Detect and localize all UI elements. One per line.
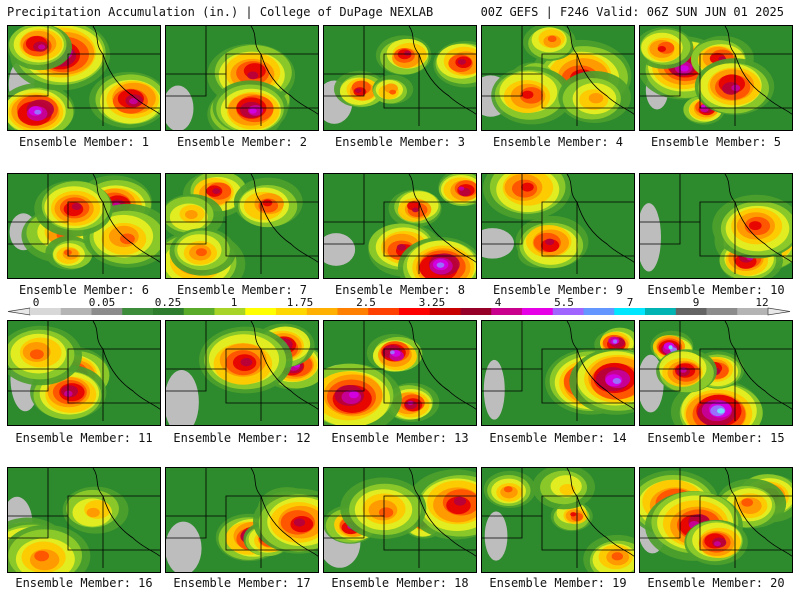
ensemble-member-label: Ensemble Member: 9 xyxy=(492,283,624,297)
colorbar-tick-label: 9 xyxy=(693,296,700,309)
ensemble-member-map xyxy=(481,467,635,573)
ensemble-member-label: Ensemble Member: 17 xyxy=(173,576,311,590)
colorbar-tick-label: 0 xyxy=(33,296,40,309)
colorbar-min-arrow xyxy=(7,307,31,316)
colorbar-tick-label: 0.05 xyxy=(89,296,116,309)
colorbar-tick-label: 1.75 xyxy=(287,296,314,309)
colorbar-segment xyxy=(153,308,185,315)
ensemble-member-label: Ensemble Member: 18 xyxy=(331,576,469,590)
ensemble-member-map xyxy=(639,25,793,131)
colorbar-tick-label: 12 xyxy=(755,296,768,309)
ensemble-member-map xyxy=(639,173,793,279)
ensemble-member-map xyxy=(7,320,161,426)
map-title: Precipitation Accumulation (in.) | Colle… xyxy=(7,5,434,19)
colorbar-segment xyxy=(245,308,277,315)
ensemble-member-label: Ensemble Member: 8 xyxy=(334,283,466,297)
model-run-info: 00Z GEFS | F246 Valid: 06Z SUN JUN 01 20… xyxy=(480,5,784,19)
ensemble-member-label: Ensemble Member: 4 xyxy=(492,135,624,149)
ensemble-member-map xyxy=(481,25,635,131)
ensemble-member-map xyxy=(165,467,319,573)
colorbar-tick-label: 7 xyxy=(627,296,634,309)
ensemble-member-map xyxy=(481,173,635,279)
colorbar-segment xyxy=(583,308,615,315)
colorbar-tick-label: 3.25 xyxy=(419,296,446,309)
ensemble-member-map xyxy=(639,320,793,426)
ensemble-member-label: Ensemble Member: 15 xyxy=(647,431,785,445)
colorbar-segment xyxy=(522,308,554,315)
ensemble-member-map xyxy=(165,173,319,279)
colorbar-tick-label: 4 xyxy=(495,296,502,309)
ensemble-member-label: Ensemble Member: 11 xyxy=(15,431,153,445)
colorbar-segment xyxy=(122,308,154,315)
colorbar-segment xyxy=(706,308,738,315)
ensemble-member-map xyxy=(7,25,161,131)
colorbar-tick-label: 1 xyxy=(231,296,238,309)
ensemble-member-map xyxy=(481,320,635,426)
colorbar-segment xyxy=(368,308,400,315)
colorbar-segment xyxy=(460,308,492,315)
colorbar-segment xyxy=(337,308,369,315)
colorbar-segment xyxy=(399,308,431,315)
ensemble-member-map xyxy=(323,320,477,426)
colorbar-segment xyxy=(276,308,308,315)
ensemble-member-label: Ensemble Member: 19 xyxy=(489,576,627,590)
colorbar-segment xyxy=(645,308,677,315)
ensemble-member-map xyxy=(323,25,477,131)
ensemble-member-map xyxy=(639,467,793,573)
ensemble-member-label: Ensemble Member: 1 xyxy=(18,135,150,149)
ensemble-member-label: Ensemble Member: 20 xyxy=(647,576,785,590)
ensemble-member-label: Ensemble Member: 3 xyxy=(334,135,466,149)
ensemble-member-map xyxy=(165,25,319,131)
colorbar-segment xyxy=(737,308,769,315)
ensemble-member-label: Ensemble Member: 14 xyxy=(489,431,627,445)
precip-colorbar: 0 0.05 0.25 1 1.75 2.5 3.25 4 5.5 7 9 12 xyxy=(7,296,791,316)
ensemble-member-label: Ensemble Member: 12 xyxy=(173,431,311,445)
ensemble-member-map xyxy=(165,320,319,426)
ensemble-member-map xyxy=(323,467,477,573)
colorbar-segment xyxy=(30,308,62,315)
colorbar-tick-label: 2.5 xyxy=(356,296,376,309)
colorbar-segment xyxy=(675,308,707,315)
ensemble-member-label: Ensemble Member: 7 xyxy=(176,283,308,297)
colorbar-segment xyxy=(614,308,646,315)
ensemble-member-label: Ensemble Member: 6 xyxy=(18,283,150,297)
colorbar-segment xyxy=(552,308,584,315)
colorbar-max-arrow xyxy=(767,307,791,316)
colorbar-segment xyxy=(429,308,461,315)
ensemble-member-label: Ensemble Member: 16 xyxy=(15,576,153,590)
colorbar-tick-label: 0.25 xyxy=(155,296,182,309)
ensemble-member-label: Ensemble Member: 10 xyxy=(647,283,785,297)
ensemble-member-label: Ensemble Member: 2 xyxy=(176,135,308,149)
colorbar-segment xyxy=(60,308,92,315)
colorbar-segment xyxy=(183,308,215,315)
colorbar-segment xyxy=(214,308,246,315)
colorbar-segment xyxy=(91,308,123,315)
ensemble-member-label: Ensemble Member: 13 xyxy=(331,431,469,445)
colorbar-segment xyxy=(306,308,338,315)
ensemble-member-map xyxy=(7,467,161,573)
ensemble-member-map xyxy=(7,173,161,279)
ensemble-member-label: Ensemble Member: 5 xyxy=(650,135,782,149)
colorbar-tick-label: 5.5 xyxy=(554,296,574,309)
ensemble-member-map xyxy=(323,173,477,279)
colorbar-segment xyxy=(491,308,523,315)
